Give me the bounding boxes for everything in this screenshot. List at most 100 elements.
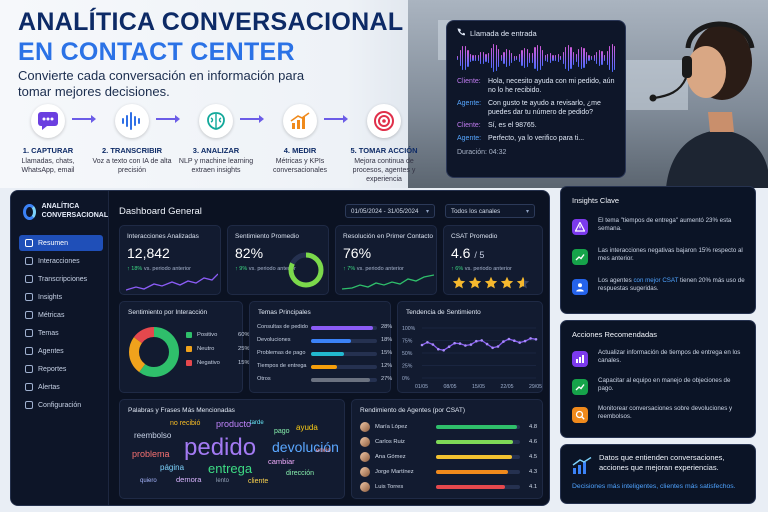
waveform-bar xyxy=(560,55,562,61)
trend-point xyxy=(491,346,494,350)
kpi-title: Resolución en Primer Contacto xyxy=(343,233,433,240)
monitor-icon xyxy=(572,407,588,423)
x-tick-label: 29/05 xyxy=(529,384,542,390)
legend-label: Positivo xyxy=(197,332,218,338)
trend-point xyxy=(464,344,467,347)
star-icon xyxy=(452,276,466,289)
sidebar-item-agentes[interactable]: Agentes xyxy=(19,343,103,359)
kpi-delta-value: ↑ 18% xyxy=(127,266,143,272)
topic-label: Consultas de pedido xyxy=(257,324,309,330)
topic-label: Otros xyxy=(257,376,271,382)
waveform-bar xyxy=(524,47,526,69)
speaker-label: Cliente: xyxy=(457,78,481,85)
sidebar-item-insights[interactable]: Insights xyxy=(19,289,103,305)
word-ayuda: ayuda xyxy=(296,423,318,432)
action-text: Monitorear conversaciones sobre devoluci… xyxy=(598,405,733,421)
sidebar-item-metricas[interactable]: Métricas xyxy=(19,307,103,323)
waveform-bar xyxy=(539,45,541,71)
waveform-bar xyxy=(467,49,469,67)
step-arrow xyxy=(156,115,180,123)
kpi-delta: ↑ 7% vs. periodo anterior xyxy=(343,266,404,272)
document-icon xyxy=(25,275,33,283)
lightbulb-icon xyxy=(25,293,33,301)
trend-point xyxy=(447,345,451,348)
waveform-bar xyxy=(583,48,585,68)
sidebar-item-alertas[interactable]: Alertas xyxy=(19,379,103,395)
sidebar-item-temas[interactable]: Temas xyxy=(19,325,103,341)
insight-highlight: con mejor CSAT xyxy=(633,277,679,284)
sidebar-item-reportes[interactable]: Reportes xyxy=(19,361,103,377)
step-label: 3. ANALIZAR xyxy=(192,146,240,155)
speaker-label: Agente: xyxy=(457,135,482,142)
gauge-fill xyxy=(288,252,324,288)
kpi-title: Sentimiento Promedio xyxy=(235,233,299,240)
alert-icon xyxy=(572,219,588,235)
step-arrow xyxy=(72,115,96,123)
waveform-bar xyxy=(536,44,539,72)
message-text: Sí, es el 98765. xyxy=(488,122,537,129)
card-title: Sentimiento por Interacción xyxy=(128,309,208,316)
card-title: Temas Principales xyxy=(258,309,311,316)
card-title: Tendencia de Sentimiento xyxy=(406,309,481,316)
agent-score: 4.5 xyxy=(529,454,538,460)
call-message: Agente: Perfecto, ya lo verifico para ti.… xyxy=(457,134,615,143)
date-range-select[interactable]: 01/05/2024 - 31/05/2024 ▾ xyxy=(345,204,435,218)
trend-point xyxy=(502,340,505,343)
kpi-delta-text: vs. periodo anterior xyxy=(356,266,404,272)
waveform-icon xyxy=(115,104,149,138)
word-no-recibio: no recibió xyxy=(170,420,201,427)
step-label: 1. CAPTURAR xyxy=(22,146,74,155)
trend-point xyxy=(534,338,538,341)
kpi-title: CSAT Promedio xyxy=(451,233,498,240)
waveform-bar xyxy=(516,55,518,61)
word-entrega: entrega xyxy=(208,461,253,476)
topic-bar xyxy=(311,326,373,330)
sidebar-item-resumen[interactable]: Resumen xyxy=(19,235,103,251)
sidebar-item-label: Transcripciones xyxy=(38,275,88,283)
sidebar-item-label: Reportes xyxy=(38,365,67,373)
waveform-bar xyxy=(552,55,554,61)
waveform-bar xyxy=(554,54,557,62)
sentiment-donut xyxy=(129,327,179,377)
star-icon xyxy=(500,276,514,289)
waveform-bar xyxy=(462,46,464,70)
waveform-bar xyxy=(469,53,472,63)
trend-point xyxy=(469,343,473,346)
topic-pct: 12% xyxy=(381,363,393,369)
waveform-bar xyxy=(498,49,500,67)
kpi-fcr: Resolución en Primer Contacto 76% ↑ 7% v… xyxy=(335,225,437,295)
kpi-delta-value: ↑ 6% xyxy=(451,266,464,272)
trend-point xyxy=(523,339,527,343)
x-tick-label: 01/05 xyxy=(415,384,428,390)
topic-bar xyxy=(311,339,351,343)
kpi-sparkline xyxy=(342,274,434,290)
chart-icon xyxy=(572,351,588,367)
sidebar-item-interacciones[interactable]: Interacciones xyxy=(19,253,103,269)
word-problema: problema xyxy=(132,449,170,459)
kpi-delta-text: vs. periodo anterior xyxy=(464,266,512,272)
sidebar-item-transcripciones[interactable]: Transcripciones xyxy=(19,271,103,287)
word-envio: envío xyxy=(316,448,331,454)
footer-panel: Datos que entienden conversaciones, acci… xyxy=(560,444,756,504)
waveform-bar xyxy=(521,50,523,66)
agent-name: Jorge Martínez xyxy=(375,469,414,475)
sidebar-item-label: Insights xyxy=(38,293,63,301)
legend-swatch xyxy=(186,360,192,366)
step-capture: 1. CAPTURAR Llamadas, chats, WhatsApp, e… xyxy=(6,104,90,175)
kpi-value: 82% xyxy=(235,245,264,261)
word-tarde: tarde xyxy=(250,420,264,426)
call-message: Cliente: Hola, necesito ayuda con mi pedi… xyxy=(457,77,615,95)
brand-logo: ANALÍTICA CONVERSACIONAL xyxy=(23,203,112,220)
sidebar-item-configuracion[interactable]: Configuración xyxy=(19,397,103,413)
waveform-bar xyxy=(578,48,580,68)
waveform-bar xyxy=(547,53,549,63)
waveform-bar xyxy=(603,55,606,61)
agent-photo xyxy=(636,0,768,188)
step-desc: Llamadas, chats, WhatsApp, email xyxy=(21,158,75,174)
agent-score: 4.3 xyxy=(529,469,538,475)
agent-bar xyxy=(436,440,514,444)
legend-pct: 25% xyxy=(238,346,250,352)
hero-banner: ANALÍTICA CONVERSACIONAL EN CONTACT CENT… xyxy=(0,0,768,188)
step-label: 5. TOMAR ACCIÓN xyxy=(350,146,418,155)
channel-select[interactable]: Todos los canales ▾ xyxy=(445,204,535,218)
